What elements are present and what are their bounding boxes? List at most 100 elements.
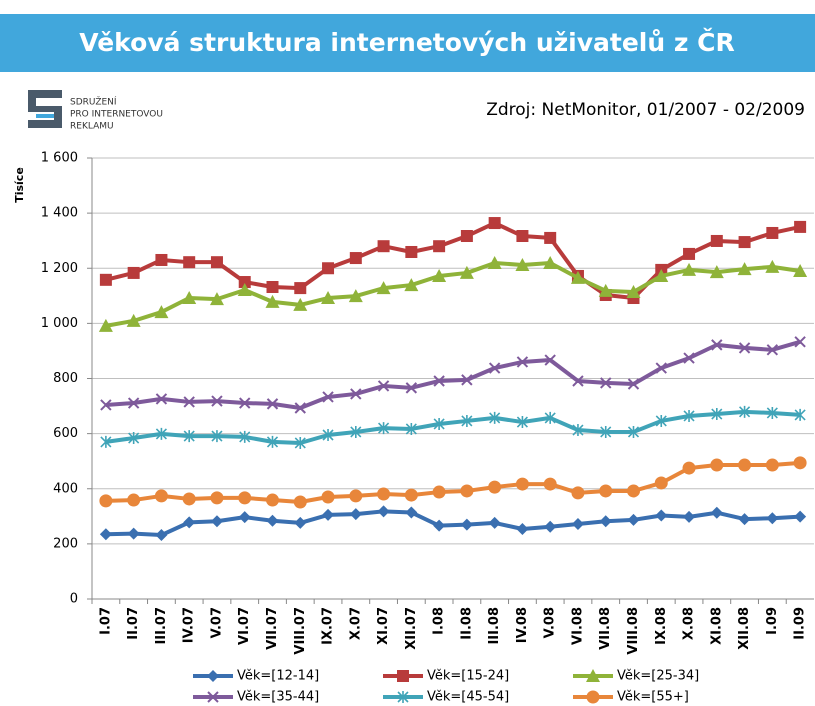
x-tick-label: XII.08 bbox=[737, 607, 752, 650]
x-tick-label: VIII.08 bbox=[626, 607, 641, 655]
marker bbox=[709, 265, 724, 279]
marker bbox=[627, 513, 640, 526]
marker bbox=[377, 240, 390, 253]
marker bbox=[405, 506, 418, 519]
marker bbox=[599, 484, 613, 498]
marker bbox=[127, 527, 140, 540]
marker bbox=[516, 230, 529, 243]
x-tick-label: VI.07 bbox=[237, 607, 252, 645]
marker bbox=[738, 513, 751, 526]
x-tick-label: XI.07 bbox=[376, 607, 391, 645]
marker bbox=[711, 408, 723, 421]
legend-marker bbox=[207, 670, 219, 682]
marker bbox=[710, 506, 723, 519]
marker bbox=[349, 489, 363, 503]
logo-text: PRO INTERNETOVOU bbox=[70, 110, 163, 120]
marker bbox=[711, 339, 723, 351]
marker bbox=[600, 425, 612, 438]
marker bbox=[99, 273, 112, 286]
x-tick-label: V.07 bbox=[209, 607, 224, 638]
series-line bbox=[105, 409, 801, 445]
marker bbox=[654, 268, 669, 282]
marker bbox=[544, 354, 556, 366]
marker bbox=[127, 397, 140, 409]
y-tick-label: 1 000 bbox=[41, 316, 78, 331]
x-tick-label: IV.07 bbox=[182, 607, 197, 643]
marker bbox=[322, 262, 335, 275]
marker bbox=[210, 515, 223, 528]
legend-marker bbox=[397, 691, 409, 703]
series-line bbox=[105, 261, 801, 328]
marker bbox=[432, 485, 446, 499]
marker bbox=[265, 294, 280, 308]
marker bbox=[405, 382, 418, 394]
marker bbox=[433, 375, 445, 387]
marker bbox=[794, 510, 807, 523]
marker bbox=[571, 518, 584, 531]
y-tick-label: 0 bbox=[70, 592, 78, 607]
marker bbox=[238, 276, 251, 289]
marker bbox=[238, 511, 251, 524]
marker bbox=[683, 409, 695, 422]
marker bbox=[793, 264, 808, 278]
marker bbox=[765, 458, 779, 472]
marker bbox=[516, 416, 528, 429]
legend-marker bbox=[207, 691, 219, 703]
marker bbox=[350, 388, 362, 400]
marker bbox=[294, 402, 306, 414]
marker bbox=[682, 262, 697, 276]
marker bbox=[766, 406, 778, 419]
x-tick-label: III.07 bbox=[154, 607, 169, 645]
legend-marker bbox=[397, 670, 409, 682]
marker bbox=[600, 377, 612, 389]
marker bbox=[710, 234, 723, 247]
marker bbox=[543, 256, 558, 270]
marker bbox=[266, 435, 279, 448]
marker bbox=[293, 495, 307, 509]
marker bbox=[155, 393, 168, 405]
marker bbox=[321, 490, 335, 504]
legend: Věk=[12-14] Věk=[15-24] Věk=[25-34] Věk=[35… bbox=[193, 669, 699, 705]
logo-mark bbox=[28, 90, 62, 128]
marker bbox=[544, 520, 557, 533]
marker bbox=[155, 253, 168, 266]
x-tick-label: V.08 bbox=[543, 607, 558, 638]
marker bbox=[738, 458, 752, 472]
marker bbox=[322, 391, 334, 403]
x-tick-label: VII.08 bbox=[598, 607, 613, 650]
marker bbox=[544, 231, 557, 244]
marker bbox=[183, 256, 196, 269]
marker bbox=[599, 515, 612, 528]
marker bbox=[294, 282, 307, 295]
marker bbox=[794, 408, 806, 421]
marker bbox=[100, 435, 112, 448]
series-line bbox=[105, 339, 801, 410]
marker bbox=[488, 480, 502, 494]
x-tick-label: I.09 bbox=[765, 607, 780, 635]
marker bbox=[377, 380, 390, 392]
marker bbox=[350, 425, 362, 438]
y-tick-label: 1 400 bbox=[41, 206, 78, 221]
marker bbox=[182, 492, 196, 506]
marker bbox=[682, 461, 696, 475]
marker bbox=[655, 362, 667, 374]
marker bbox=[266, 514, 279, 527]
marker bbox=[405, 245, 418, 258]
marker bbox=[348, 289, 363, 303]
marker bbox=[322, 429, 334, 442]
marker bbox=[738, 236, 751, 249]
marker bbox=[459, 265, 474, 279]
marker bbox=[488, 362, 501, 374]
series-line bbox=[105, 460, 801, 504]
marker bbox=[627, 378, 640, 390]
marker bbox=[128, 432, 140, 445]
marker bbox=[211, 395, 223, 407]
series-line bbox=[105, 509, 801, 538]
x-tick-label: II.09 bbox=[793, 607, 808, 640]
marker bbox=[433, 417, 445, 430]
chart-title: Věková struktura internetových uživatelů… bbox=[79, 27, 734, 57]
marker bbox=[570, 270, 585, 284]
marker bbox=[766, 344, 779, 356]
marker bbox=[516, 522, 529, 535]
